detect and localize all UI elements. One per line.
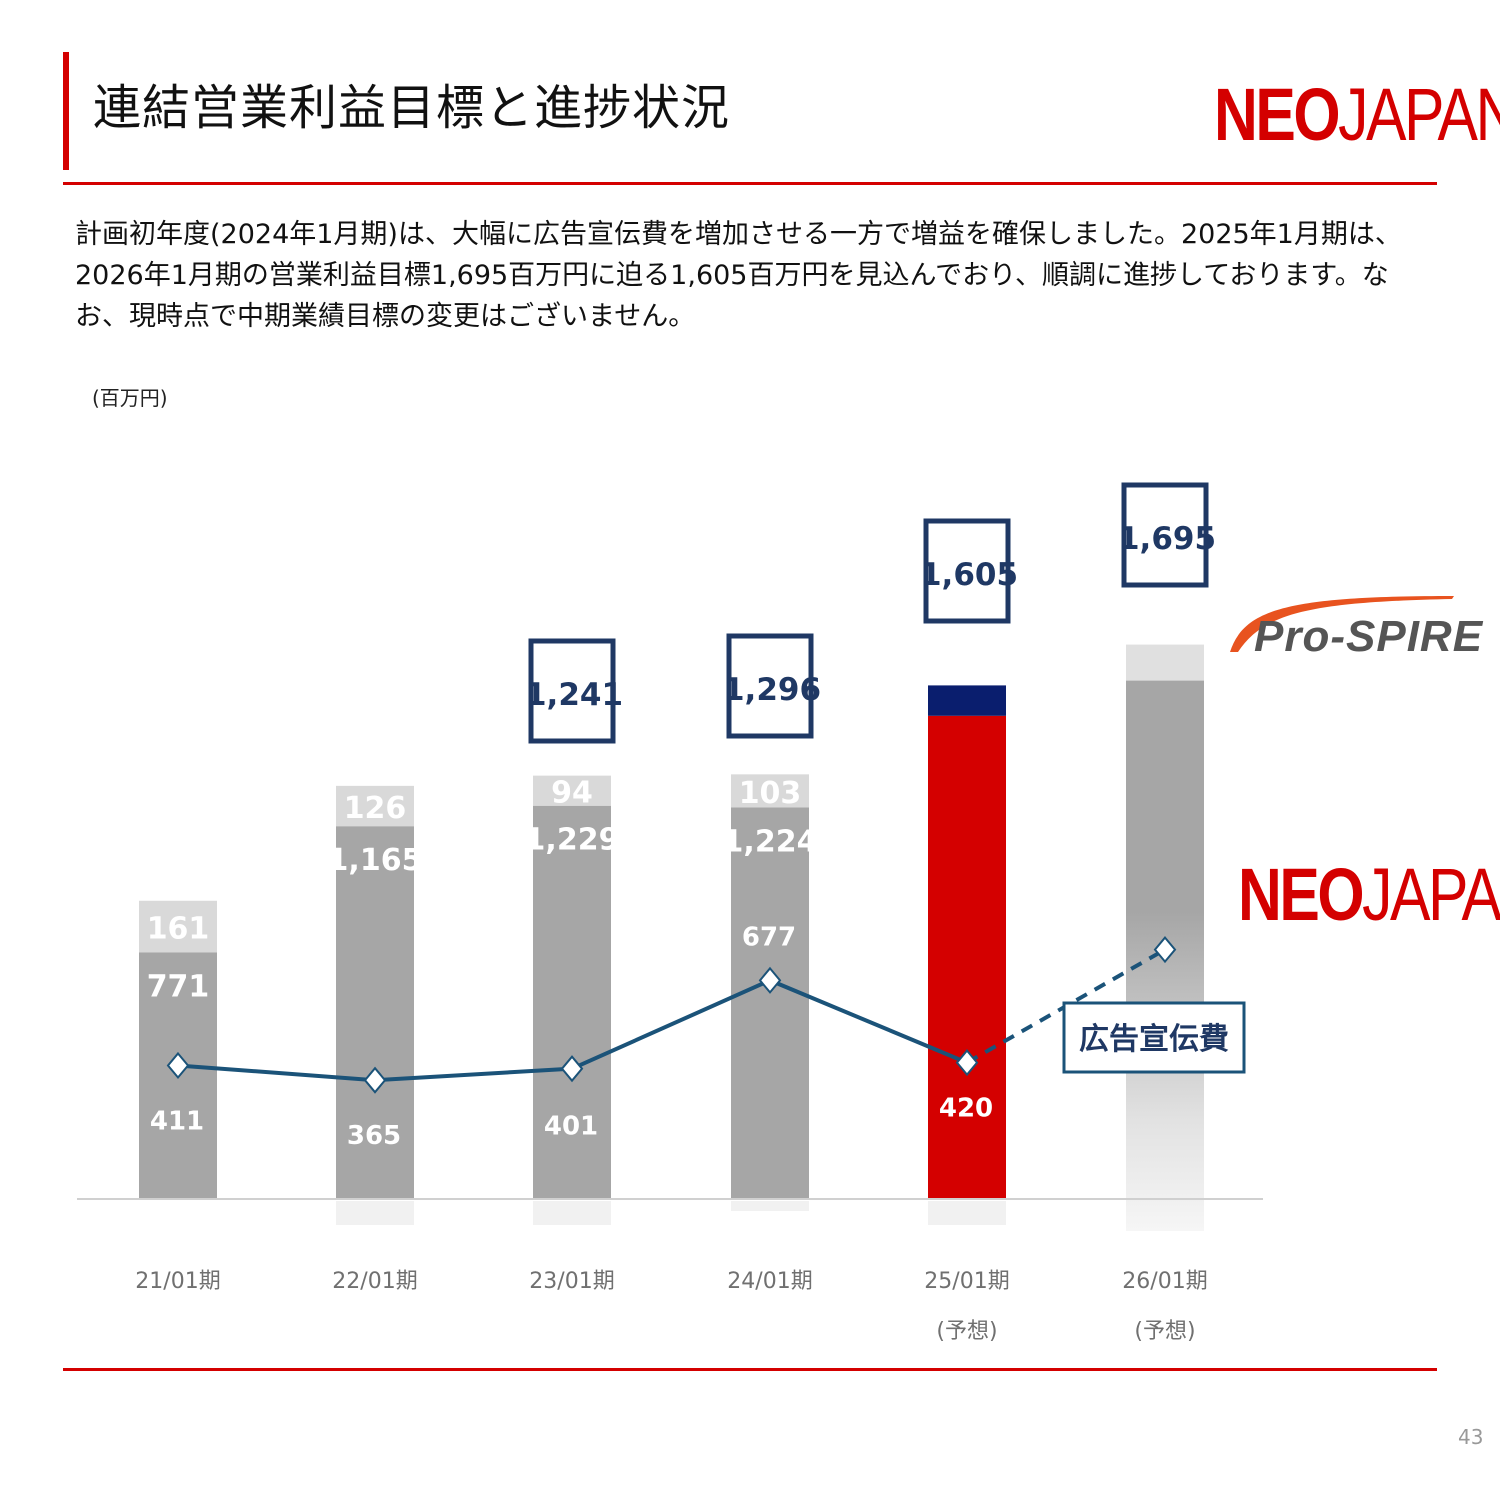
total-label: 1,296 <box>723 672 821 708</box>
bar-forecast-navy <box>928 685 1006 716</box>
page-number: 43 <box>1458 1425 1484 1449</box>
x-tick-label: 25/01期 <box>924 1269 1009 1294</box>
bar-base-label: 1,224 <box>723 824 818 859</box>
bar-reflection <box>336 1201 414 1225</box>
x-tick-label: 24/01期 <box>727 1269 812 1294</box>
bar-top-label: 126 <box>344 791 407 826</box>
line-value-label: 420 <box>939 1094 993 1124</box>
total-box <box>923 518 1011 624</box>
bar-reflection <box>533 1201 611 1225</box>
bar-base-label: 771 <box>147 969 210 1004</box>
total-box <box>1121 482 1209 588</box>
bar-forecast-red <box>928 715 1006 1199</box>
line-marker <box>758 966 782 994</box>
bar-top <box>533 775 611 806</box>
bar-top <box>731 774 809 808</box>
legend-label: 広告宣伝費 <box>1079 1022 1229 1057</box>
unit-label: (百万円) <box>92 386 168 410</box>
total-label: 1,605 <box>920 557 1018 593</box>
x-tick-note: (予想) <box>1134 1319 1195 1344</box>
prospire-swoosh-icon <box>1230 596 1454 652</box>
line-marker <box>1153 936 1177 964</box>
line-marker <box>363 1066 387 1094</box>
line-marker <box>955 1049 979 1077</box>
neojapan-logo-side: NEOJAPAN <box>1238 853 1500 936</box>
bar-base-label: 1,229 <box>525 823 620 858</box>
line-value-label: 411 <box>150 1106 204 1136</box>
bar-reflection <box>731 1201 809 1211</box>
total-label: 1,241 <box>525 677 623 713</box>
line-marker <box>560 1055 584 1083</box>
legend-box: 広告宣伝費 <box>1062 1001 1246 1074</box>
bar-base <box>533 805 611 1199</box>
header-divider <box>63 182 1437 185</box>
bar-target-top <box>1126 644 1204 681</box>
total-box <box>726 633 814 739</box>
neojapan-logo: NEOJAPAN <box>1214 73 1500 156</box>
bar-top-label: 94 <box>551 776 593 811</box>
x-tick-label: 21/01期 <box>135 1269 220 1294</box>
description-text: 計画初年度(2024年1月期)は、大幅に広告宣伝費を増加させる一方で増益を確保し… <box>75 219 1402 332</box>
line-value-label: 677 <box>742 922 796 952</box>
bar-reflection <box>928 1201 1006 1225</box>
prospire-logo: Pro-SPIRE <box>1254 612 1484 661</box>
bar-base <box>336 826 414 1199</box>
x-tick-label: 23/01期 <box>529 1269 614 1294</box>
bar-base <box>731 807 809 1199</box>
total-box <box>528 638 616 744</box>
title-accent-bar <box>63 52 69 170</box>
x-tick-label: 26/01期 <box>1122 1269 1207 1294</box>
total-label: 1,695 <box>1118 521 1216 557</box>
line-value-label: 401 <box>544 1112 598 1142</box>
page-title: 連結営業利益目標と進捗状況 <box>93 80 731 136</box>
bar-base-label: 1,165 <box>328 843 423 878</box>
x-tick-label: 22/01期 <box>332 1269 417 1294</box>
line-marker <box>166 1051 190 1080</box>
bar-top <box>139 900 217 953</box>
bar-top <box>336 785 414 827</box>
bar-top-label: 103 <box>739 776 802 811</box>
line-value-label: 365 <box>347 1121 401 1151</box>
footer-divider <box>63 1368 1437 1371</box>
bar-top-label: 161 <box>147 912 210 947</box>
x-tick-note: (予想) <box>936 1319 997 1344</box>
